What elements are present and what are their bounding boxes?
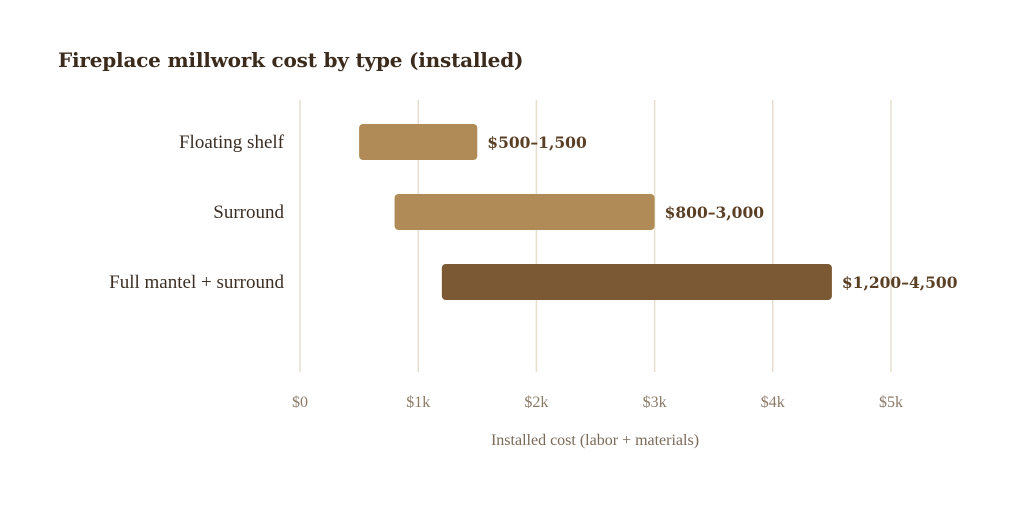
- range-value-label: $500–1,500: [487, 133, 587, 152]
- value-labels: $500–1,500 $800–3,000 $1,200–4,500: [487, 133, 957, 292]
- chart-title: Fireplace millwork cost by type (install…: [58, 48, 524, 72]
- category-label: Full mantel + surround: [109, 272, 284, 293]
- x-tick-label: $4k: [761, 394, 785, 411]
- x-tick-label: $0: [292, 394, 308, 411]
- x-axis-title: Installed cost (labor + materials): [491, 432, 699, 449]
- range-bar: [441, 264, 832, 300]
- range-value-label: $1,200–4,500: [842, 273, 958, 292]
- category-label: Surround: [213, 202, 284, 223]
- range-bars: [359, 124, 832, 300]
- x-tick-label: $1k: [406, 394, 430, 411]
- x-tick-label: $5k: [879, 394, 903, 411]
- category-labels: Floating shelf Surround Full mantel + surr…: [109, 132, 285, 293]
- category-label: Floating shelf: [179, 132, 285, 153]
- range-value-label: $800–3,000: [665, 203, 765, 222]
- range-bar: [394, 194, 655, 230]
- x-tick-labels: $0 $1k $2k $3k $4k $5k: [292, 394, 903, 411]
- x-tick-label: $3k: [643, 394, 667, 411]
- x-tick-label: $2k: [524, 394, 548, 411]
- range-bar: [359, 124, 478, 160]
